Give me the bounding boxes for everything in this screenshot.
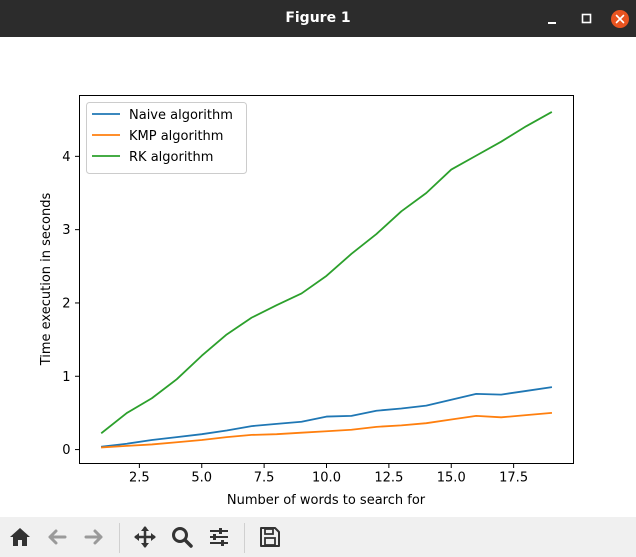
y-axis-label: Time execution in seconds [39, 193, 54, 367]
pan-icon [134, 526, 156, 548]
save-icon [260, 527, 280, 547]
minimize-icon [548, 22, 556, 24]
x-tick-label: 10.0 [312, 471, 341, 486]
home-icon [10, 528, 30, 546]
legend-frame [86, 102, 247, 174]
back-arrow-icon [48, 529, 67, 545]
x-tick-label: 7.5 [254, 471, 275, 486]
x-tick-label: 17.5 [499, 471, 528, 486]
forward-button[interactable] [82, 525, 106, 549]
back-button[interactable] [45, 525, 69, 549]
x-tick-label: 12.5 [374, 471, 403, 486]
figure-canvas: 2.5 5.0 7.5 10.0 12.5 15.0 17.5 0 1 2 3 4 Number o… [0, 37, 636, 517]
x-tick-label: 2.5 [129, 471, 150, 486]
line-chart: 2.5 5.0 7.5 10.0 12.5 15.0 17.5 0 1 2 3 4 Number o… [39, 95, 574, 508]
legend-label: Naive algorithm [129, 108, 233, 123]
minimize-button[interactable] [542, 9, 562, 29]
series-line-kmp-algorithm [100, 411, 553, 449]
y-tick-label: 4 [62, 150, 70, 165]
x-axis-label: Number of words to search for [227, 493, 426, 508]
toolbar-separator [244, 523, 245, 553]
x-tick-label: 15.0 [437, 471, 466, 486]
legend: Naive algorithm KMP algorithm RK algorithm [86, 102, 247, 174]
series-line-rk-algorithm [100, 111, 553, 434]
close-icon [611, 10, 629, 28]
maximize-button[interactable] [577, 9, 597, 29]
navigation-toolbar [0, 517, 636, 557]
y-tick-label: 0 [62, 443, 70, 458]
home-button[interactable] [8, 525, 32, 549]
toolbar-separator [119, 523, 120, 553]
y-tick-label: 2 [62, 296, 70, 311]
legend-label: RK algorithm [129, 150, 213, 165]
close-button[interactable] [610, 9, 630, 29]
series-line-naive-algorithm [100, 386, 553, 448]
configure-subplots-button[interactable] [207, 525, 231, 549]
forward-arrow-icon [84, 529, 103, 545]
x-tick-label: 5.0 [191, 471, 212, 486]
legend-label: KMP algorithm [129, 129, 223, 144]
configure-subplots-icon [210, 528, 228, 546]
save-button[interactable] [258, 525, 282, 549]
window-title: Figure 1 [285, 10, 351, 26]
window-titlebar: Figure 1 [0, 0, 636, 37]
y-tick-label: 3 [62, 223, 70, 238]
y-tick-label: 1 [62, 370, 70, 385]
zoom-icon [172, 527, 193, 548]
pan-button[interactable] [133, 525, 157, 549]
maximize-icon [581, 13, 592, 24]
zoom-button[interactable] [170, 525, 194, 549]
